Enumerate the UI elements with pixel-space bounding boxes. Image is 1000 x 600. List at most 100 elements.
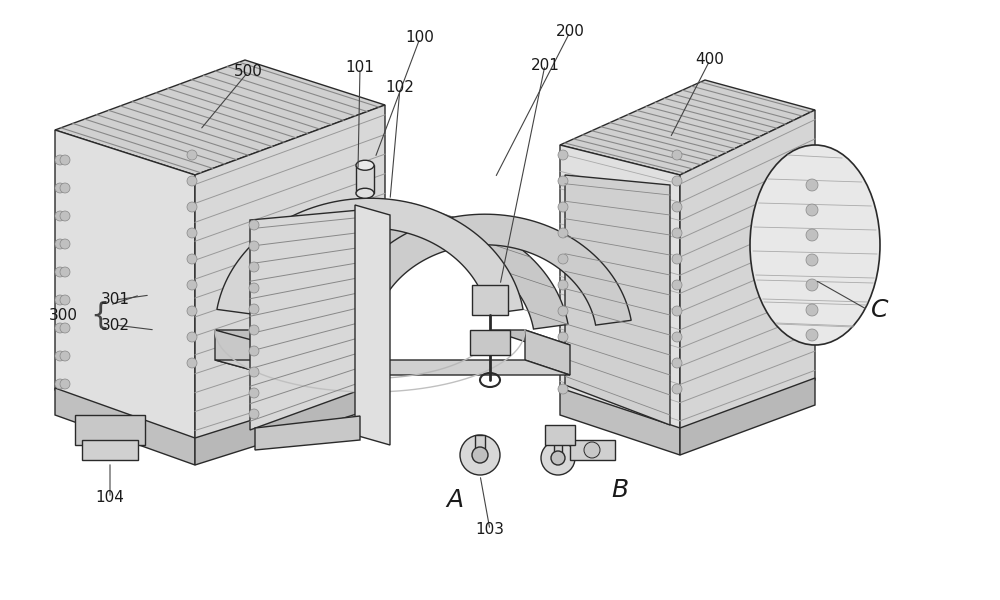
Polygon shape [217,198,523,314]
Polygon shape [560,80,815,175]
Polygon shape [545,425,575,445]
Circle shape [60,211,70,221]
Polygon shape [355,205,390,445]
Circle shape [558,280,568,290]
Text: 301: 301 [100,292,130,307]
Circle shape [55,267,65,277]
Polygon shape [475,435,485,455]
Circle shape [187,254,197,264]
Circle shape [249,409,259,419]
Polygon shape [560,145,680,430]
Text: B: B [611,478,629,502]
Circle shape [60,155,70,165]
Text: 400: 400 [696,52,724,67]
Circle shape [249,388,259,398]
Circle shape [806,204,818,216]
Circle shape [672,228,682,238]
Circle shape [249,367,259,377]
Polygon shape [55,130,195,440]
Polygon shape [570,440,615,460]
Text: 200: 200 [556,25,584,40]
Circle shape [558,306,568,316]
Polygon shape [565,175,670,425]
Text: 100: 100 [406,31,434,46]
Circle shape [551,451,565,465]
Polygon shape [215,330,270,375]
Circle shape [187,150,197,160]
Circle shape [672,332,682,342]
Circle shape [55,155,65,165]
Circle shape [60,183,70,193]
Ellipse shape [750,145,880,345]
Polygon shape [55,388,195,465]
Circle shape [806,179,818,191]
Circle shape [806,279,818,291]
Polygon shape [472,285,508,315]
Circle shape [806,329,818,341]
Text: A: A [446,488,464,512]
Circle shape [187,202,197,212]
Circle shape [541,441,575,475]
Circle shape [60,379,70,389]
Circle shape [60,239,70,249]
Text: 103: 103 [476,523,505,538]
Circle shape [672,384,682,394]
Circle shape [55,211,65,221]
Circle shape [55,351,65,361]
Circle shape [55,379,65,389]
Text: C: C [871,298,889,322]
Circle shape [249,304,259,314]
Circle shape [187,332,197,342]
Ellipse shape [356,160,374,170]
Circle shape [60,267,70,277]
Polygon shape [195,378,385,465]
Polygon shape [255,416,360,450]
Circle shape [672,176,682,186]
Circle shape [60,295,70,305]
Circle shape [672,280,682,290]
Circle shape [558,228,568,238]
Polygon shape [680,110,815,430]
Circle shape [187,176,197,186]
Circle shape [60,323,70,333]
Circle shape [672,202,682,212]
Polygon shape [525,330,570,375]
Circle shape [558,202,568,212]
Circle shape [672,254,682,264]
Circle shape [55,295,65,305]
Polygon shape [490,330,570,345]
Polygon shape [82,440,138,460]
Circle shape [249,220,259,230]
Circle shape [249,241,259,251]
Polygon shape [560,388,680,455]
Ellipse shape [356,188,374,198]
Circle shape [806,254,818,266]
Polygon shape [680,378,815,455]
Text: 101: 101 [346,61,374,76]
Polygon shape [75,415,145,445]
Circle shape [460,435,500,475]
Circle shape [672,306,682,316]
Circle shape [558,150,568,160]
Circle shape [60,351,70,361]
Polygon shape [554,440,562,458]
Polygon shape [342,214,631,325]
Circle shape [55,183,65,193]
Circle shape [55,323,65,333]
Circle shape [672,358,682,368]
Polygon shape [55,60,385,175]
Circle shape [806,304,818,316]
Polygon shape [356,165,374,193]
Circle shape [249,325,259,335]
Polygon shape [195,105,385,440]
Circle shape [806,229,818,241]
Circle shape [472,447,488,463]
Text: 201: 201 [531,58,559,73]
Text: {: { [90,301,109,329]
Circle shape [249,262,259,272]
Circle shape [558,358,568,368]
Circle shape [187,228,197,238]
Polygon shape [215,330,295,345]
Circle shape [672,150,682,160]
Polygon shape [250,210,360,430]
